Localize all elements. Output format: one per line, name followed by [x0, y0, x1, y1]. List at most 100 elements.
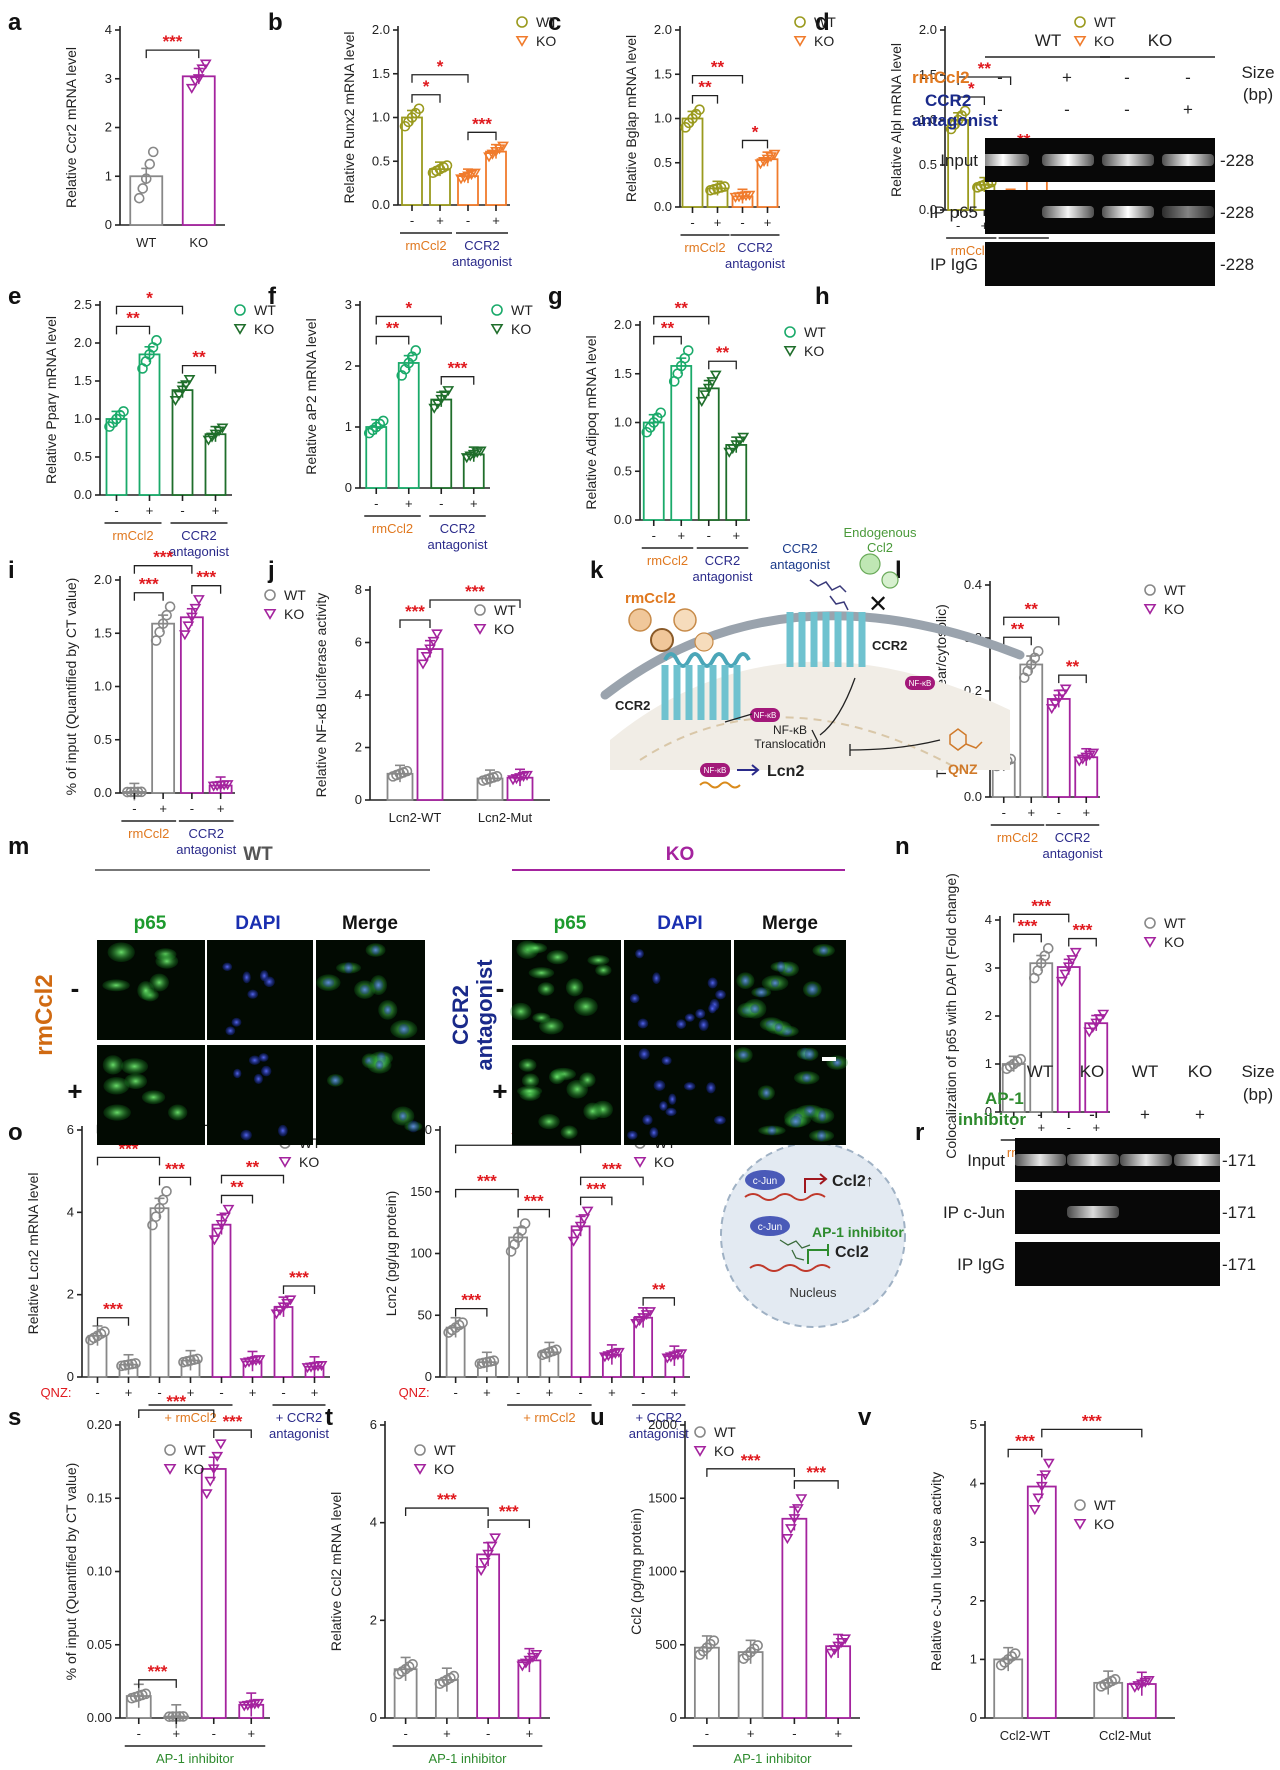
- y-tick-label: 4: [67, 1204, 74, 1219]
- y-tick-label: 0.0: [964, 789, 982, 804]
- legend-label: WT: [1164, 915, 1186, 931]
- y-tick-label: 500: [655, 1637, 677, 1652]
- y-tick-label: 0.0: [94, 785, 112, 800]
- significance-bracket: [957, 96, 986, 105]
- significance-bracket: [375, 315, 442, 325]
- gel-r-header-0: WT: [1027, 1062, 1053, 1081]
- significance-label: ***: [165, 1159, 185, 1178]
- legend-label: KO: [1094, 33, 1114, 49]
- group-label: CCR2: [181, 528, 216, 543]
- cell-icon: [573, 997, 598, 1016]
- x-tick-label: +: [1092, 1120, 1100, 1135]
- ccl2-ligand-icon: [628, 608, 652, 632]
- data-point: [708, 1635, 720, 1646]
- group-label: rmCcl2: [951, 243, 992, 258]
- nucleus-icon: [819, 945, 829, 955]
- y-tick-label: 1.0: [919, 112, 937, 127]
- bar: [1026, 1485, 1057, 1719]
- gel-h-r1-l0: -: [997, 100, 1003, 119]
- gel-band: [1102, 206, 1154, 218]
- legend-marker: [793, 35, 807, 47]
- nucleus-icon: [638, 1048, 650, 1060]
- data-point: [169, 395, 182, 407]
- significance-bracket: [708, 360, 737, 370]
- data-point: [192, 595, 205, 606]
- legend-marker: [414, 1444, 426, 1456]
- cjun-icon: [750, 1216, 790, 1236]
- group-label: rmCcl2: [647, 553, 688, 568]
- data-point: [140, 1688, 152, 1700]
- group-label: AP-1 inhibitor: [428, 1751, 507, 1766]
- panel-letter-g: g: [548, 283, 563, 310]
- scheme-k-qnz: QNZ: [948, 761, 978, 777]
- y-tick-label: 6: [355, 635, 362, 650]
- data-point: [435, 394, 448, 405]
- significance-label: ***: [1015, 1431, 1035, 1450]
- y-tick-label: 0.15: [87, 1490, 112, 1505]
- significance-label: ***: [1018, 916, 1038, 935]
- data-point: [781, 1534, 794, 1545]
- gel-r-bands: Input -171 IP c-Jun -171 IP IgG -171: [943, 1138, 1256, 1286]
- legend-label: KO: [299, 1154, 319, 1170]
- significance-label: ***: [196, 568, 216, 587]
- data-point: [551, 1344, 562, 1356]
- nucleus-icon: [695, 1008, 706, 1019]
- data-point: [178, 630, 191, 641]
- data-point: [147, 146, 159, 158]
- y-tick-label: 0: [67, 1369, 74, 1384]
- data-point: [491, 771, 503, 782]
- x-tick-label: -: [707, 528, 711, 543]
- data-point: [221, 780, 234, 791]
- data-point: [413, 103, 425, 115]
- group-label: rmCcl2: [128, 826, 169, 841]
- data-point: [469, 168, 481, 179]
- block-x-icon: ✕: [868, 591, 888, 618]
- data-point: [644, 1307, 657, 1318]
- data-point: [694, 1649, 706, 1661]
- significance-bracket: [642, 1297, 676, 1306]
- chart-a: 0 1 2 3 4 Relative Ccr2 mRNA level WT KO ***: [63, 22, 225, 250]
- data-point: [196, 64, 209, 75]
- y-tick-label: 3: [345, 297, 352, 312]
- significance-label: **: [126, 308, 140, 327]
- cell-icon: [548, 1069, 565, 1085]
- data-point: [706, 377, 719, 388]
- data-point: [417, 659, 429, 670]
- qnz-molecule-icon: [949, 728, 983, 751]
- x-tick-label: Lcn2-WT: [389, 810, 442, 825]
- data-point: [1042, 943, 1054, 954]
- x-tick-label: -: [132, 801, 136, 816]
- y-tick-label: 2: [105, 120, 112, 135]
- data-point: [521, 770, 533, 781]
- data-point: [420, 651, 433, 663]
- significance-bracket: [653, 335, 682, 345]
- bar: [365, 426, 388, 489]
- chart-o: 0 2 4 6 Relative Lcn2 mRNA level - + - + - + - + QNZ:…: [25, 1107, 330, 1441]
- data-point: [163, 1711, 175, 1722]
- y-tick-label: 2: [370, 1612, 377, 1627]
- gel-row-label: IP IgG: [957, 1255, 1005, 1274]
- data-point: [222, 1204, 235, 1215]
- data-point: [1062, 962, 1075, 973]
- significance-bracket: [1068, 937, 1097, 947]
- y-tick-label: 3: [105, 71, 112, 86]
- gel-h-header-wt: WT: [1035, 31, 1061, 50]
- y-tick-label: 4: [985, 912, 992, 927]
- legend-label: KO: [714, 1443, 734, 1459]
- x-tick-label: +: [546, 1385, 554, 1400]
- panel-letter-k: k: [590, 557, 604, 584]
- gel-band: [1162, 206, 1214, 218]
- nucleus-icon: [715, 989, 726, 1000]
- x-tick-label: -: [652, 528, 656, 543]
- scheme-k-antagonist-1: CCR2: [782, 541, 817, 556]
- data-point: [1142, 1675, 1155, 1687]
- y-tick-label: 2.0: [94, 572, 112, 587]
- data-point: [675, 1349, 688, 1360]
- nfkb-dna-icon: [700, 763, 730, 777]
- data-point: [214, 1439, 227, 1450]
- nucleus-icon: [683, 1082, 696, 1091]
- data-point: [457, 1317, 468, 1328]
- nucleus-icon: [740, 975, 750, 987]
- gel-h-r0-l0: -: [997, 68, 1003, 87]
- ccl2-ligand-icon: [673, 608, 697, 632]
